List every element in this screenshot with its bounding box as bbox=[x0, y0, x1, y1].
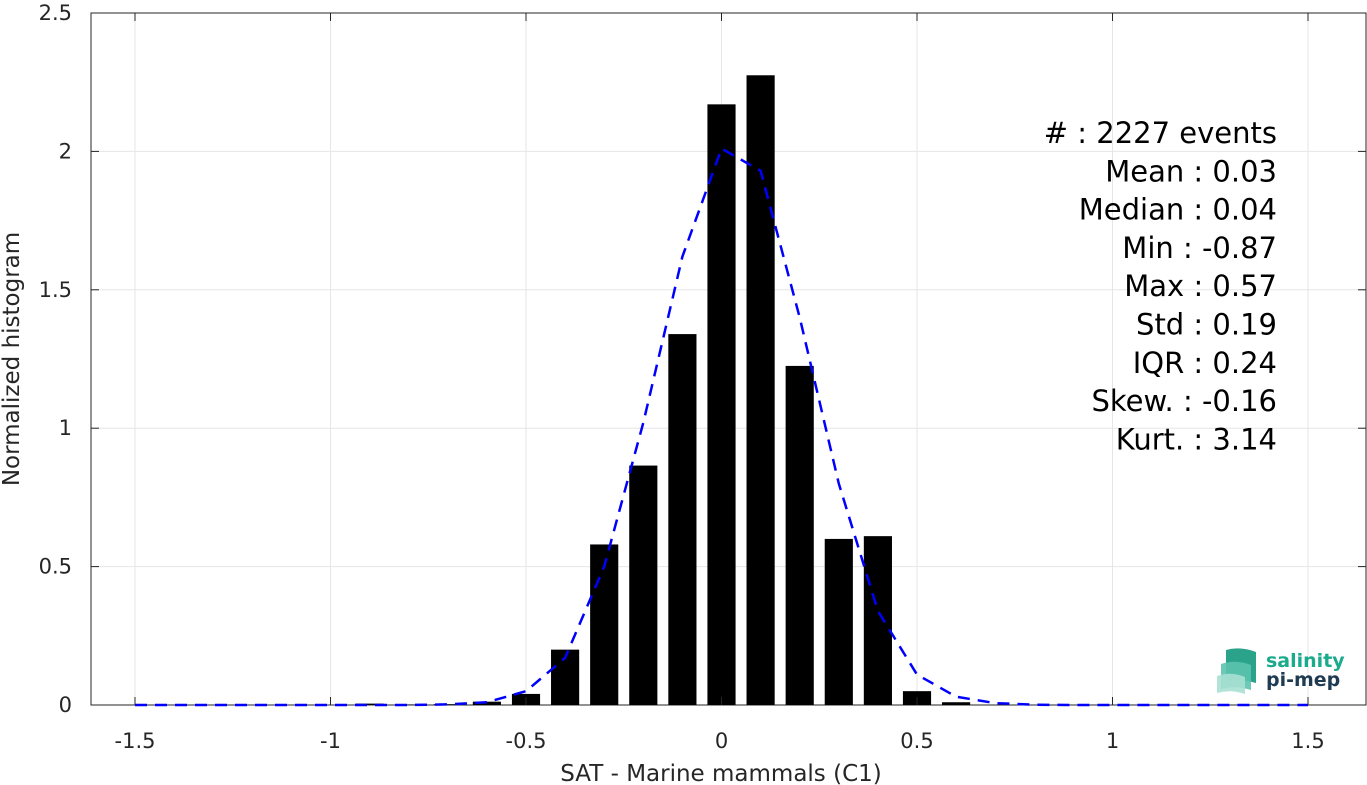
stat-line: Mean : 0.03 bbox=[1105, 154, 1277, 188]
y-tick-label: 1 bbox=[59, 416, 72, 440]
x-tick-label: 1.5 bbox=[1291, 729, 1324, 753]
logo-line1: salinity bbox=[1266, 650, 1345, 672]
x-tick-label: 0 bbox=[715, 729, 728, 753]
histogram-bar bbox=[394, 704, 423, 705]
stat-line: IQR : 0.24 bbox=[1133, 346, 1277, 380]
stat-line: Skew. : -0.16 bbox=[1091, 384, 1277, 418]
y-tick-label: 0.5 bbox=[39, 555, 72, 579]
y-tick-label: 2 bbox=[59, 139, 72, 163]
histogram-bar bbox=[433, 704, 462, 705]
histogram-bar bbox=[590, 544, 619, 705]
wave-stack-icon bbox=[1217, 648, 1256, 694]
stat-line: Median : 0.04 bbox=[1079, 193, 1277, 227]
x-tick-label: -1 bbox=[320, 729, 341, 753]
histogram-bar bbox=[629, 465, 658, 705]
y-tick-label: 2.5 bbox=[39, 1, 72, 25]
histogram-bar bbox=[707, 104, 736, 706]
histogram-bar bbox=[355, 703, 384, 705]
histogram-bar bbox=[863, 536, 892, 705]
y-tick-label: 0 bbox=[59, 693, 72, 717]
stat-line: Min : -0.87 bbox=[1122, 231, 1277, 265]
x-tick-label: 0.5 bbox=[900, 729, 933, 753]
stat-line: Max : 0.57 bbox=[1124, 269, 1277, 303]
y-axis-ticks: 0 0.5 1 1.5 2 2.5 bbox=[39, 1, 1366, 717]
x-axis-ticks: -1.5 -1 -0.5 0 0.5 1 1.5 bbox=[115, 13, 1325, 753]
histogram-bar bbox=[942, 702, 971, 705]
y-axis-label: Normalized histogram bbox=[0, 232, 25, 486]
stat-line: Std : 0.19 bbox=[1136, 308, 1277, 342]
histogram-bar bbox=[824, 538, 853, 705]
x-tick-label: -0.5 bbox=[506, 729, 547, 753]
salinity-pi-mep-logo: salinity pi-mep bbox=[1217, 648, 1345, 694]
stat-line: Kurt. : 3.14 bbox=[1116, 422, 1277, 456]
x-tick-label: 1 bbox=[1106, 729, 1119, 753]
logo-line2: pi-mep bbox=[1266, 669, 1340, 691]
histogram-bar bbox=[668, 334, 697, 705]
stat-line: # : 2227 events bbox=[1044, 116, 1277, 150]
stats-box: # : 2227 events Mean : 0.03 Median : 0.04 M… bbox=[1044, 116, 1277, 456]
x-axis-label: SAT - Marine mammals (C1) bbox=[560, 761, 882, 785]
y-tick-label: 1.5 bbox=[39, 278, 72, 302]
x-tick-label: -1.5 bbox=[115, 729, 156, 753]
histogram-bar bbox=[785, 365, 814, 705]
histogram-bar bbox=[746, 75, 775, 705]
bar-series bbox=[355, 75, 971, 706]
